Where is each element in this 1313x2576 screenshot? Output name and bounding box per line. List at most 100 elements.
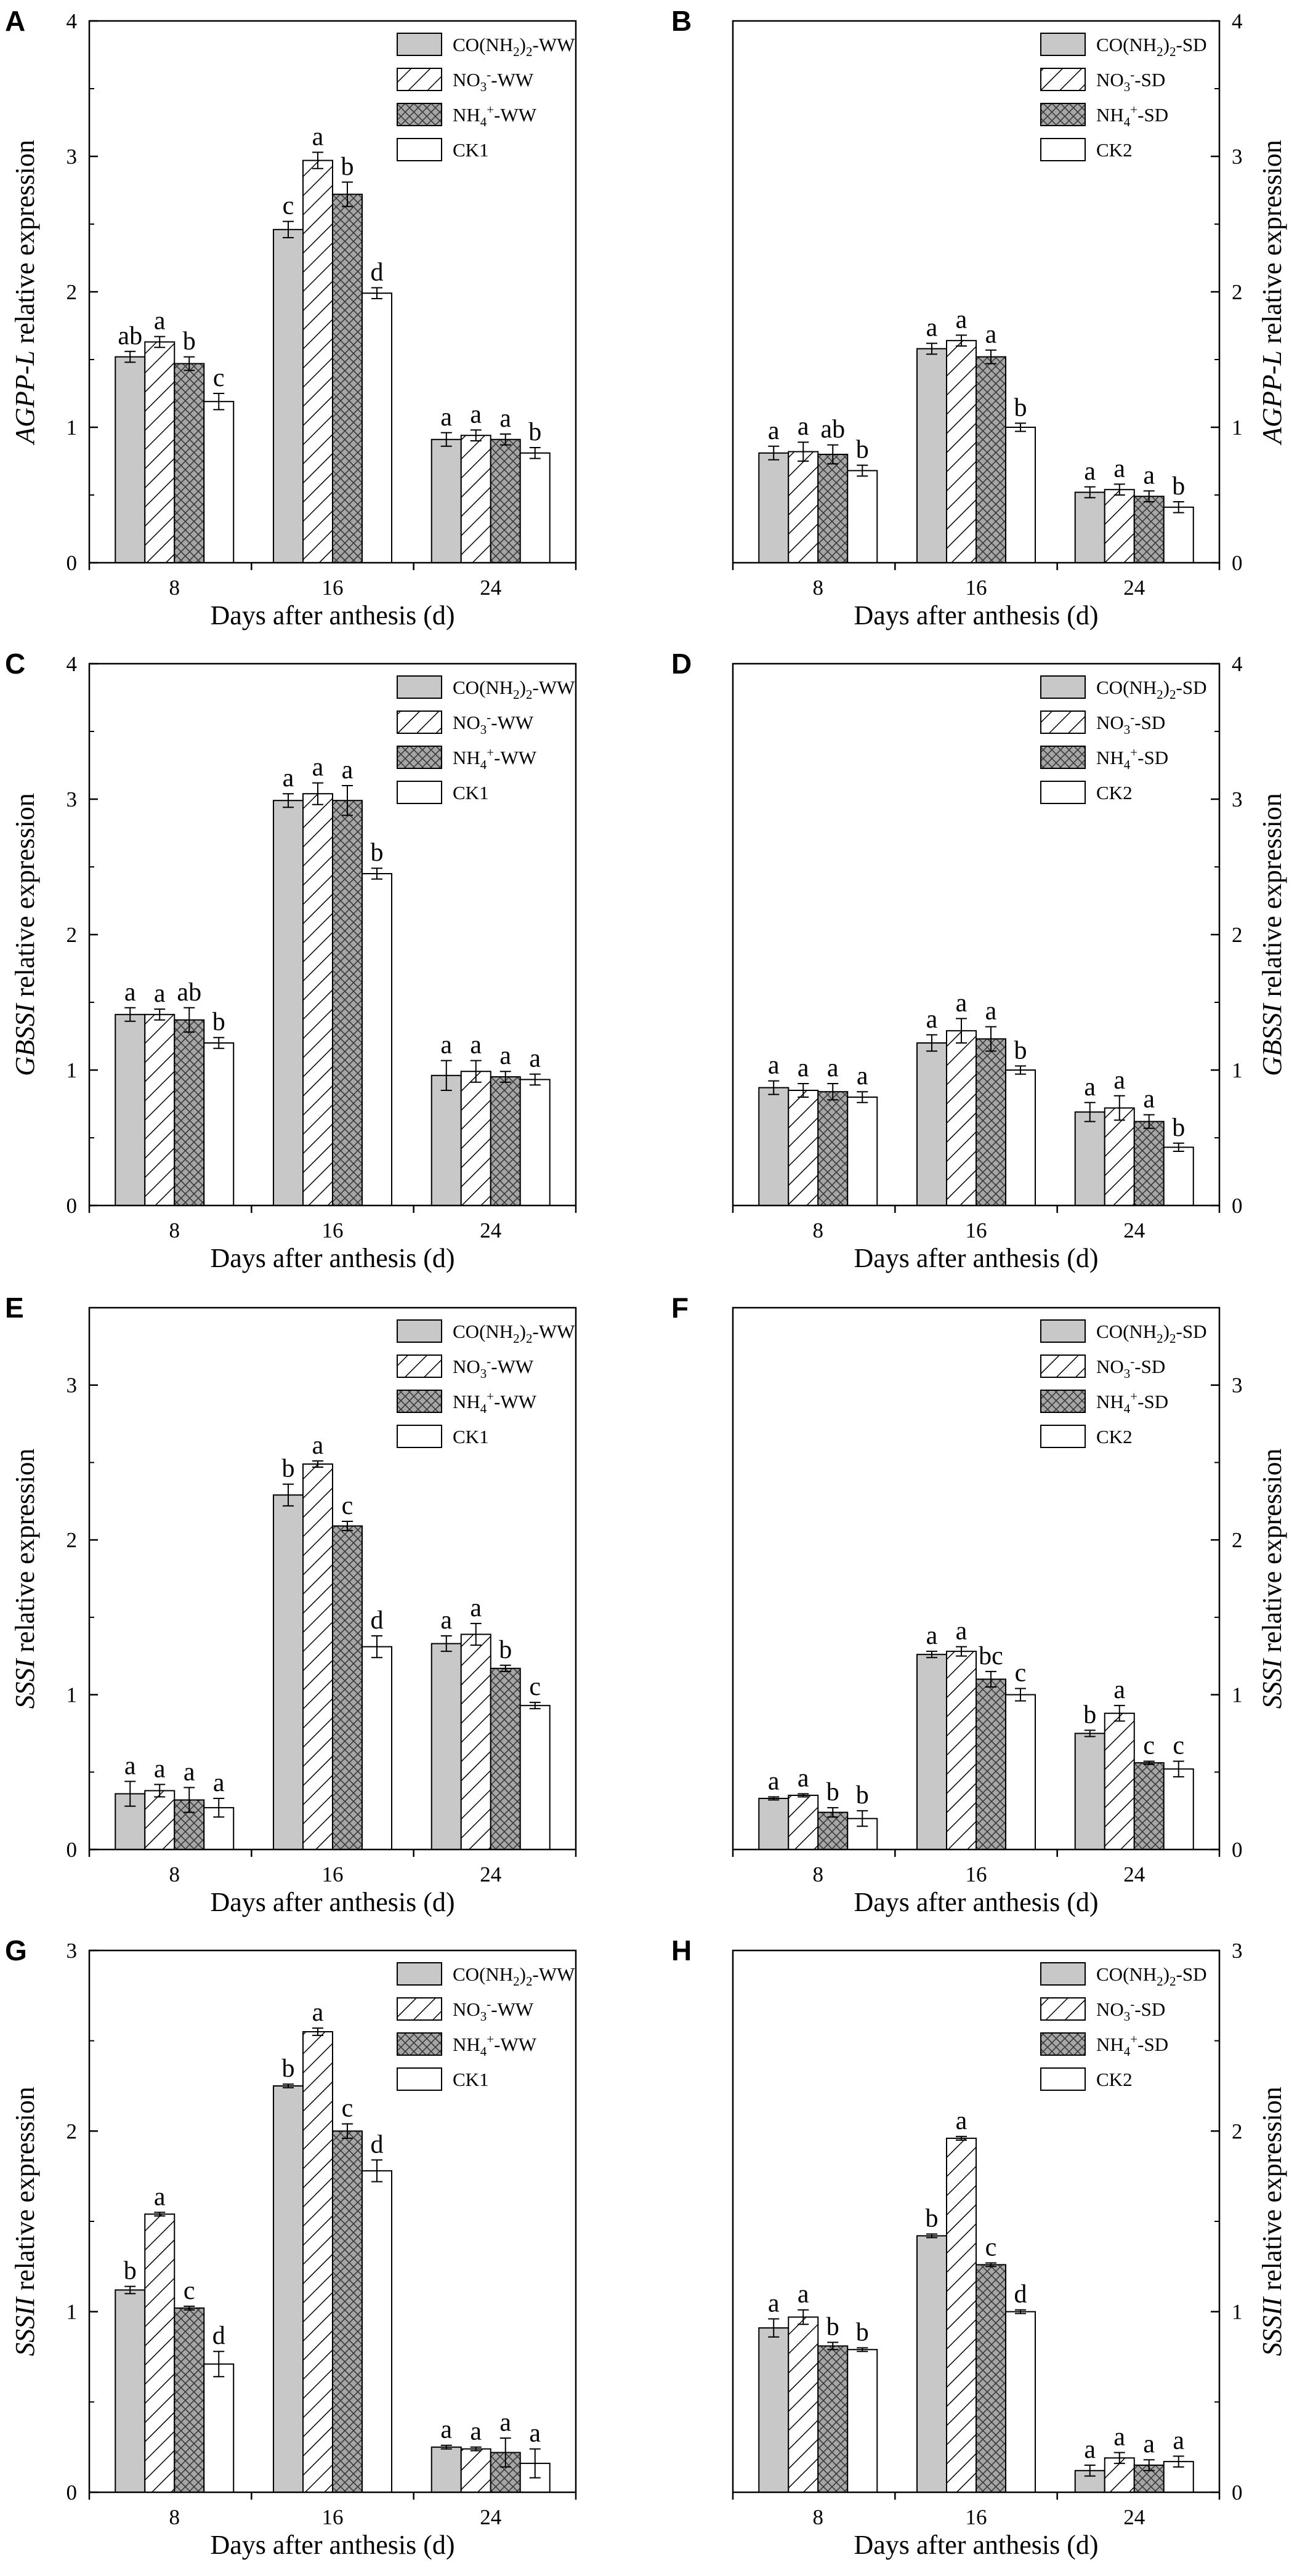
y-axis-title: GBSSI relative expression — [1257, 793, 1287, 1076]
significance-letter: a — [470, 2418, 482, 2446]
bar — [332, 800, 363, 1206]
bar — [203, 401, 235, 563]
significance-letter: c — [213, 364, 225, 392]
y-axis-title: SSSII relative expression — [10, 2087, 40, 2356]
bar — [1005, 427, 1036, 563]
bar — [1104, 489, 1135, 564]
bar — [144, 2213, 176, 2493]
bar — [1005, 1694, 1036, 1851]
legend-swatch — [397, 1425, 442, 1448]
bar — [758, 2327, 790, 2493]
significance-letter: a — [529, 1045, 541, 1073]
bar — [976, 1678, 1006, 1850]
y-tick-label: 1 — [1232, 2300, 1243, 2324]
significance-letter: c — [985, 2233, 997, 2261]
legend-swatch — [1040, 1997, 1086, 2021]
y-tick-label: 2 — [1232, 2119, 1243, 2143]
y-tick-label: 1 — [67, 1683, 78, 1707]
bar — [362, 873, 392, 1206]
y-tick-label: 3 — [1232, 1939, 1243, 1963]
bar — [430, 1074, 462, 1207]
x-tick-label: 8 — [169, 1218, 180, 1242]
y-axis-title: SSSI relative expression — [1257, 1449, 1287, 1709]
x-tick-label: 8 — [813, 2505, 824, 2529]
significance-letter: a — [499, 2409, 511, 2437]
significance-letter: b — [499, 1636, 512, 1664]
y-axis-title: AGPP-L relative expression — [10, 140, 40, 446]
significance-letter: a — [470, 400, 482, 429]
y-tick-label: 3 — [67, 145, 78, 169]
significance-letter: a — [184, 1758, 195, 1786]
y-tick-label: 2 — [1232, 923, 1243, 947]
panel-letter: C — [5, 648, 25, 680]
bar — [430, 438, 462, 563]
significance-letter: a — [926, 1622, 938, 1650]
significance-letter: b — [856, 2318, 869, 2346]
legend-label: CO(NH2)2-WW — [453, 34, 575, 59]
bar — [946, 1030, 977, 1206]
x-tick-label: 16 — [966, 2505, 987, 2529]
legend-swatch — [397, 1319, 442, 1343]
x-tick-label: 24 — [480, 576, 501, 600]
legend-swatch — [397, 1390, 442, 1413]
bar — [847, 470, 878, 564]
legend-swatch — [1040, 2032, 1086, 2056]
bar — [1133, 496, 1165, 564]
significance-letter: b — [826, 2313, 839, 2341]
y-tick-label: 2 — [67, 1528, 78, 1552]
bar — [302, 793, 333, 1206]
legend-label: NH4+-SD — [1096, 2032, 1168, 2059]
x-tick-label: 16 — [966, 1218, 987, 1242]
y-tick-label: 4 — [67, 652, 78, 676]
x-tick-label: 24 — [1123, 1862, 1145, 1886]
bar — [1133, 1121, 1165, 1206]
panel-letter: E — [5, 1292, 24, 1324]
significance-letter: a — [768, 417, 780, 445]
significance-letter: a — [798, 2280, 809, 2309]
significance-letter: a — [1084, 2436, 1096, 2464]
significance-letter: c — [342, 1492, 354, 1520]
y-tick-label: 4 — [1232, 652, 1243, 676]
significance-letter: b — [212, 1008, 225, 1036]
x-tick-label: 24 — [480, 2505, 501, 2529]
bar — [1005, 1069, 1036, 1206]
legend-swatch — [1040, 1425, 1086, 1448]
x-axis-title: Days after anthesis (d) — [210, 2530, 454, 2560]
legend-swatch — [397, 1997, 442, 2021]
x-tick-label: 24 — [1123, 576, 1145, 600]
bar — [946, 340, 977, 563]
significance-letter: d — [371, 2130, 384, 2159]
significance-letter: b — [1014, 393, 1027, 422]
plot-frame — [732, 1306, 1221, 1851]
bar — [144, 341, 176, 564]
significance-letter: c — [529, 1673, 541, 1701]
bar — [115, 1013, 146, 1207]
y-tick-label: 3 — [67, 1939, 78, 1963]
x-axis-title: Days after anthesis (d) — [854, 1243, 1098, 1273]
legend-label: NO3--WW — [453, 1354, 534, 1381]
panel-letter: B — [671, 5, 692, 37]
significance-letter: a — [312, 123, 324, 151]
legend-swatch — [397, 1962, 442, 1986]
significance-letter: a — [798, 1764, 809, 1792]
significance-letter: a — [956, 305, 968, 334]
significance-letter: a — [440, 2416, 452, 2444]
panel-letter: G — [5, 1934, 27, 1966]
bar — [332, 1525, 363, 1851]
bar — [302, 1463, 333, 1850]
bar — [758, 1087, 790, 1206]
y-tick-label: 2 — [1232, 1528, 1243, 1552]
legend-label: CK2 — [1096, 782, 1133, 803]
legend-swatch — [397, 710, 442, 734]
y-tick-label: 0 — [1232, 551, 1243, 575]
significance-letter: b — [1172, 1114, 1185, 1142]
panel-letter: D — [671, 648, 692, 680]
significance-letter: a — [956, 989, 968, 1017]
significance-letter: a — [1113, 1676, 1125, 1704]
significance-letter: a — [154, 980, 166, 1008]
significance-letter: c — [184, 2277, 195, 2305]
legend-swatch — [1040, 1390, 1086, 1413]
y-tick-label: 3 — [1232, 787, 1243, 811]
